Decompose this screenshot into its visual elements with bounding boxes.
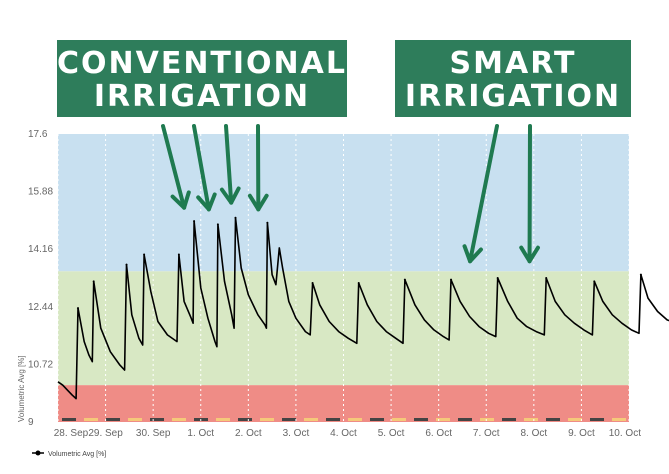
peak-point [143, 253, 146, 256]
strip-segment [590, 418, 604, 421]
x-tick-label: 10. Oct [609, 428, 641, 439]
banner-smart-line1: SMART [450, 46, 577, 81]
x-tick-label: 2. Oct [235, 428, 262, 439]
strip-segment [348, 418, 362, 421]
strip-segment [524, 418, 538, 421]
band-0 [58, 134, 629, 272]
legend-swatch-marker [35, 450, 41, 456]
strip-segment [150, 418, 164, 421]
strip-segment [326, 418, 340, 421]
arrow [161, 124, 191, 210]
banner-smart-line2: IRRIGATION [405, 79, 621, 114]
strip-segment [304, 418, 318, 421]
peak-point [266, 221, 269, 224]
peak-point [357, 282, 360, 285]
arrow-shaft [161, 124, 187, 210]
y-tick-label: 17.6 [28, 129, 48, 140]
y-axis: 17.6 15.88 14.16 12.44 10.72 9 [28, 129, 53, 428]
banner-conventional-line1: CONVENTIONAL [57, 46, 347, 81]
arrow [462, 124, 499, 264]
arrow [247, 124, 269, 212]
strip-segment [260, 418, 274, 421]
arrow [519, 124, 540, 264]
banner-conventional [57, 40, 347, 117]
y-tick-label: 15.88 [28, 187, 53, 198]
peak-point [125, 263, 128, 266]
strip-segment [458, 418, 472, 421]
peak-point [92, 280, 95, 283]
peak-point [545, 277, 548, 279]
arrow-shaft [468, 124, 499, 264]
peak-point [496, 277, 499, 279]
arrows [161, 124, 540, 264]
strip-segment [502, 418, 516, 421]
strip-segment [216, 418, 230, 421]
y-tick-label: 14.16 [28, 244, 53, 255]
arrow-head [247, 193, 269, 212]
x-tick-label: 5. Oct [378, 428, 405, 439]
arrow-head [170, 190, 191, 210]
peak-point [639, 273, 642, 276]
strip-segment [172, 418, 186, 421]
peak-point [311, 282, 314, 285]
legend: Volumetric Avg [%] [32, 450, 106, 458]
strip-segment [62, 418, 76, 421]
strip-segment [282, 418, 296, 421]
peak-point [76, 307, 79, 310]
peak-point [450, 278, 453, 281]
arrow-shaft [224, 124, 234, 205]
strip-segment [128, 418, 142, 421]
strip-segment [480, 418, 494, 421]
strip-segment [568, 418, 582, 421]
x-tick-label: 1. Oct [187, 428, 214, 439]
plot-line-group [57, 216, 669, 400]
peak-point [177, 253, 180, 256]
x-tick-label: 4. Oct [330, 428, 357, 439]
peak-point [193, 220, 196, 223]
strip-segment [414, 418, 428, 421]
arrow [192, 124, 217, 212]
banner-conventional-line2: IRRIGATION [94, 79, 310, 114]
x-tick-label: 8. Oct [520, 428, 547, 439]
x-tick-label: 6. Oct [425, 428, 452, 439]
arrow-head [519, 245, 540, 264]
strip-segment [612, 418, 626, 421]
peak-point [403, 278, 406, 281]
peak-point [234, 216, 237, 219]
x-axis: 28. Sep 29. Sep 30. Sep 1. Oct 2. Oct 3. Oct 4… [54, 428, 641, 439]
peaks [76, 216, 642, 310]
y-tick-label: 12.44 [28, 302, 53, 313]
volumetric-avg-line [57, 216, 669, 400]
peak-point [593, 280, 596, 283]
x-tick-label: 29. Sep [88, 428, 123, 439]
legend-label: Volumetric Avg [%] [48, 451, 106, 458]
x-tick-label: 28. Sep [54, 428, 89, 439]
grid [57, 134, 630, 422]
y-tick-label: 9 [28, 417, 34, 428]
strip-segment [392, 418, 406, 421]
strip-segment [106, 418, 120, 421]
strip-segment [370, 418, 384, 421]
peak-point [216, 223, 219, 226]
strip-segment [84, 418, 98, 421]
x-tick-label: 30. Sep [136, 428, 171, 439]
x-tick-label: 7. Oct [473, 428, 500, 439]
banner-smart [395, 40, 631, 117]
arrow-head [196, 192, 217, 212]
strip-segment [546, 418, 560, 421]
strip-segment [238, 418, 252, 421]
arrow [219, 124, 241, 205]
arrow-head [462, 244, 483, 264]
x-tick-label: 9. Oct [568, 428, 595, 439]
arrow-shaft [192, 124, 211, 212]
y-axis-title: Volumetric Avg [%] [17, 355, 26, 422]
strip-segment [436, 418, 450, 421]
arrow-head [219, 186, 241, 205]
x-tick-label: 3. Oct [283, 428, 310, 439]
y-tick-label: 10.72 [28, 359, 53, 370]
